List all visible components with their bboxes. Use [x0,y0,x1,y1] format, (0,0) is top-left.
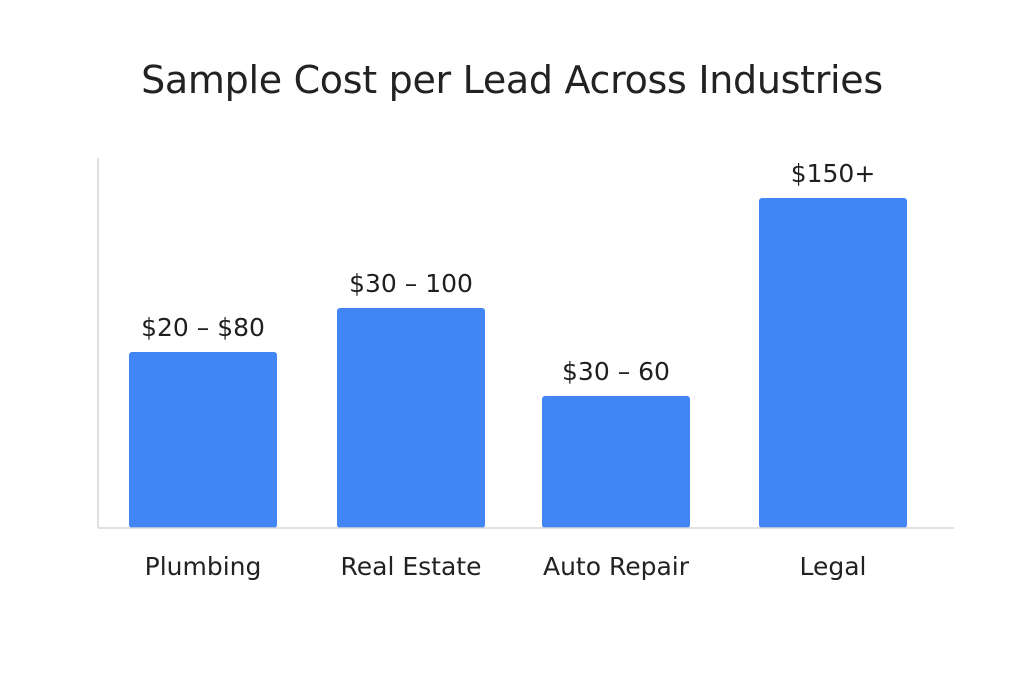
x-tick-plumbing: Plumbing [145,552,262,581]
bar-auto-repair [542,396,690,528]
data-label-plumbing: $20 – $80 [141,313,265,342]
x-tick-auto-repair: Auto Repair [543,552,690,581]
data-labels-group: $20 – $80 $30 – 100 $30 – 60 $150+ [141,159,875,386]
bar-legal [759,198,907,528]
x-tick-real-estate: Real Estate [341,552,482,581]
x-tick-legal: Legal [799,552,866,581]
data-label-real-estate: $30 – 100 [349,269,473,298]
chart-title: Sample Cost per Lead Across Industries [141,58,883,102]
data-label-auto-repair: $30 – 60 [562,357,670,386]
bar-real-estate [337,308,485,528]
data-label-legal: $150+ [791,159,876,188]
bar-plumbing [129,352,277,528]
x-tick-labels-group: Plumbing Real Estate Auto Repair Legal [145,552,867,581]
bars-group [129,198,907,528]
